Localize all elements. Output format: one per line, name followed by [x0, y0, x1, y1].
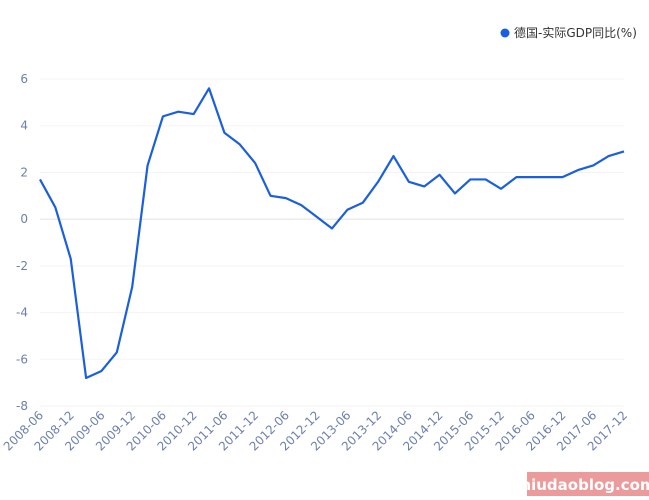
- y-tick-label: 4: [20, 119, 28, 133]
- y-tick-label: -2: [16, 259, 28, 273]
- y-tick-label: 6: [20, 72, 28, 86]
- line: [39, 87, 625, 380]
- legend-label: 德国-实际GDP同比(%): [514, 25, 637, 40]
- y-tick-label: 0: [20, 212, 28, 226]
- legend-marker: [500, 28, 510, 38]
- y-tick-label: 2: [20, 165, 28, 179]
- y-tick-label: -4: [16, 306, 28, 320]
- y-tick-label: -8: [16, 399, 28, 413]
- y-tick-label: -6: [16, 352, 28, 366]
- watermark: niudaoblog.com: [520, 476, 649, 494]
- watermark-bg: [527, 472, 649, 496]
